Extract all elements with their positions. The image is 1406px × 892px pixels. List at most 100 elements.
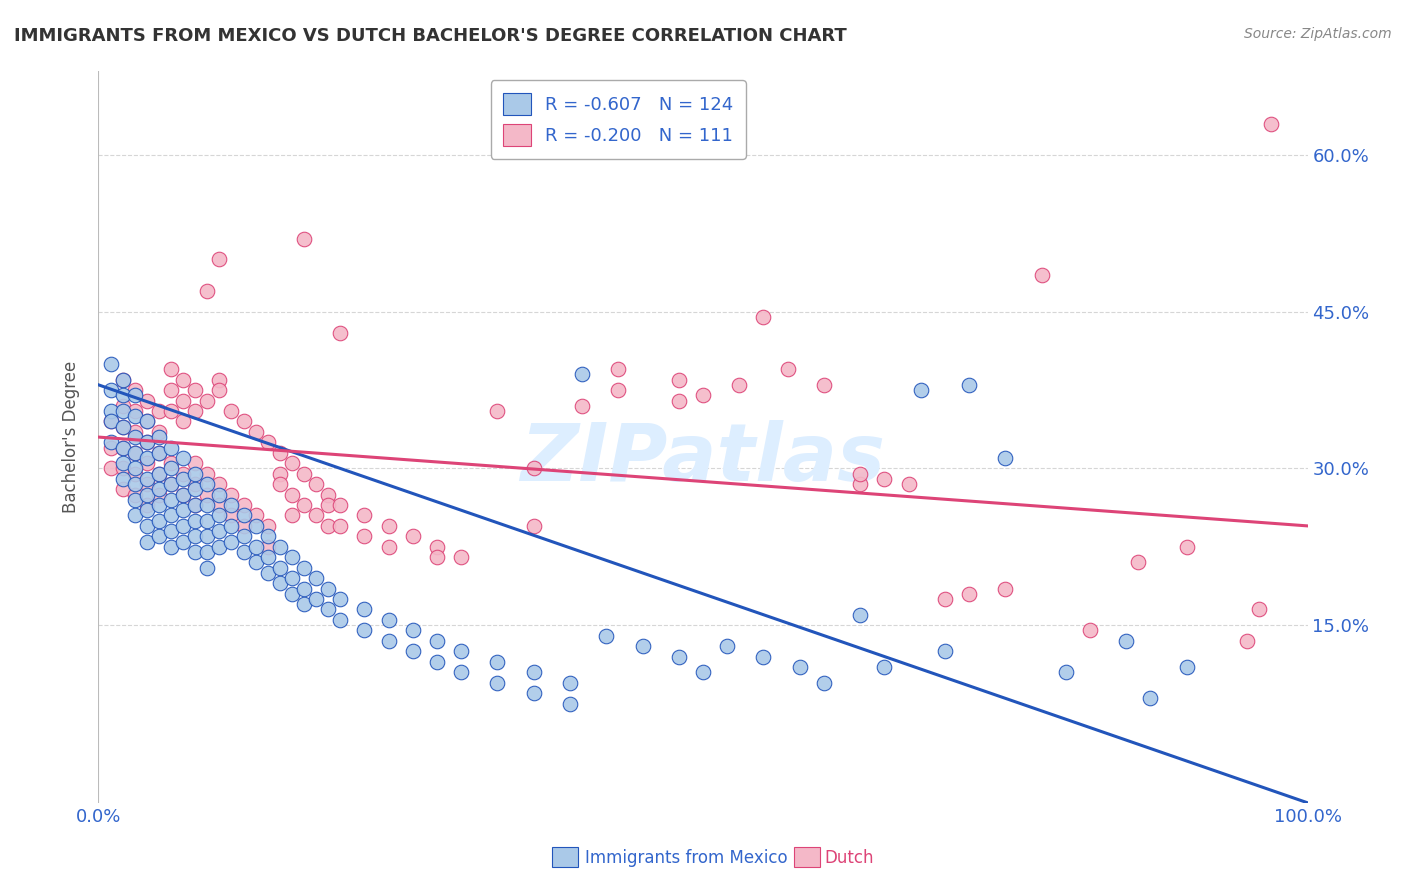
Point xyxy=(124,430,146,444)
Point xyxy=(813,377,835,392)
Point xyxy=(124,508,146,523)
Point xyxy=(849,477,872,491)
Point xyxy=(353,508,375,523)
Point xyxy=(281,456,304,470)
Point xyxy=(221,487,243,501)
Point xyxy=(135,450,157,465)
Point xyxy=(269,576,291,591)
Point xyxy=(160,540,183,554)
Point xyxy=(607,383,630,397)
Point xyxy=(135,487,157,501)
Point xyxy=(256,566,278,580)
Text: Source: ZipAtlas.com: Source: ZipAtlas.com xyxy=(1244,27,1392,41)
Point xyxy=(148,487,170,501)
Point xyxy=(329,592,352,607)
Point xyxy=(232,545,254,559)
Point xyxy=(135,414,157,428)
Point xyxy=(184,529,207,543)
Point xyxy=(111,441,134,455)
Point xyxy=(135,435,157,450)
FancyBboxPatch shape xyxy=(793,847,820,867)
Point xyxy=(692,388,714,402)
Point xyxy=(208,540,231,554)
Point xyxy=(256,519,278,533)
Point xyxy=(124,425,146,439)
Point xyxy=(172,487,194,501)
Point xyxy=(232,519,254,533)
Point xyxy=(897,477,920,491)
Point xyxy=(135,472,157,486)
Point xyxy=(558,697,581,711)
Point xyxy=(256,529,278,543)
Point xyxy=(160,461,183,475)
Point xyxy=(873,660,896,674)
Point xyxy=(124,446,146,460)
Point xyxy=(668,373,690,387)
Point xyxy=(402,644,425,658)
Point xyxy=(148,446,170,460)
Point xyxy=(269,467,291,481)
Point xyxy=(184,498,207,512)
Point xyxy=(195,514,218,528)
Point xyxy=(292,560,315,574)
Point xyxy=(450,550,472,565)
Point xyxy=(124,477,146,491)
Point xyxy=(221,534,243,549)
Point xyxy=(148,483,170,497)
Point xyxy=(195,529,218,543)
Point xyxy=(135,393,157,408)
Point xyxy=(1139,691,1161,706)
Point xyxy=(668,393,690,408)
Point xyxy=(1115,633,1137,648)
Point xyxy=(195,545,218,559)
Point xyxy=(160,441,183,455)
Y-axis label: Bachelor's Degree: Bachelor's Degree xyxy=(62,361,80,513)
Point xyxy=(111,399,134,413)
Point xyxy=(305,592,328,607)
Point xyxy=(184,477,207,491)
Point xyxy=(402,624,425,638)
Point xyxy=(184,404,207,418)
Point xyxy=(281,487,304,501)
Point xyxy=(111,441,134,455)
Point xyxy=(160,404,183,418)
Point xyxy=(111,472,134,486)
Point xyxy=(184,483,207,497)
Point xyxy=(172,472,194,486)
Point xyxy=(631,639,654,653)
Point xyxy=(595,629,617,643)
Point xyxy=(426,540,449,554)
Point xyxy=(245,540,267,554)
Point xyxy=(111,373,134,387)
Point xyxy=(523,519,546,533)
Point xyxy=(100,435,122,450)
Point xyxy=(124,388,146,402)
Point xyxy=(571,399,593,413)
Point xyxy=(232,414,254,428)
Point xyxy=(716,639,738,653)
Point xyxy=(148,430,170,444)
Point xyxy=(292,582,315,596)
Point xyxy=(245,508,267,523)
Point xyxy=(208,524,231,538)
Legend: R = -0.607   N = 124, R = -0.200   N = 111: R = -0.607 N = 124, R = -0.200 N = 111 xyxy=(491,80,747,159)
Point xyxy=(135,534,157,549)
Point xyxy=(813,675,835,690)
Point xyxy=(135,456,157,470)
Point xyxy=(111,419,134,434)
Point xyxy=(124,461,146,475)
Point xyxy=(281,508,304,523)
Point xyxy=(849,467,872,481)
Point xyxy=(1175,540,1198,554)
Point xyxy=(148,529,170,543)
Point xyxy=(426,550,449,565)
Text: Immigrants from Mexico: Immigrants from Mexico xyxy=(585,848,787,867)
Point xyxy=(1031,268,1053,282)
Point xyxy=(124,487,146,501)
Point xyxy=(377,519,399,533)
Point xyxy=(172,534,194,549)
Point xyxy=(281,550,304,565)
Point xyxy=(329,326,352,340)
Point xyxy=(135,503,157,517)
Point xyxy=(172,414,194,428)
